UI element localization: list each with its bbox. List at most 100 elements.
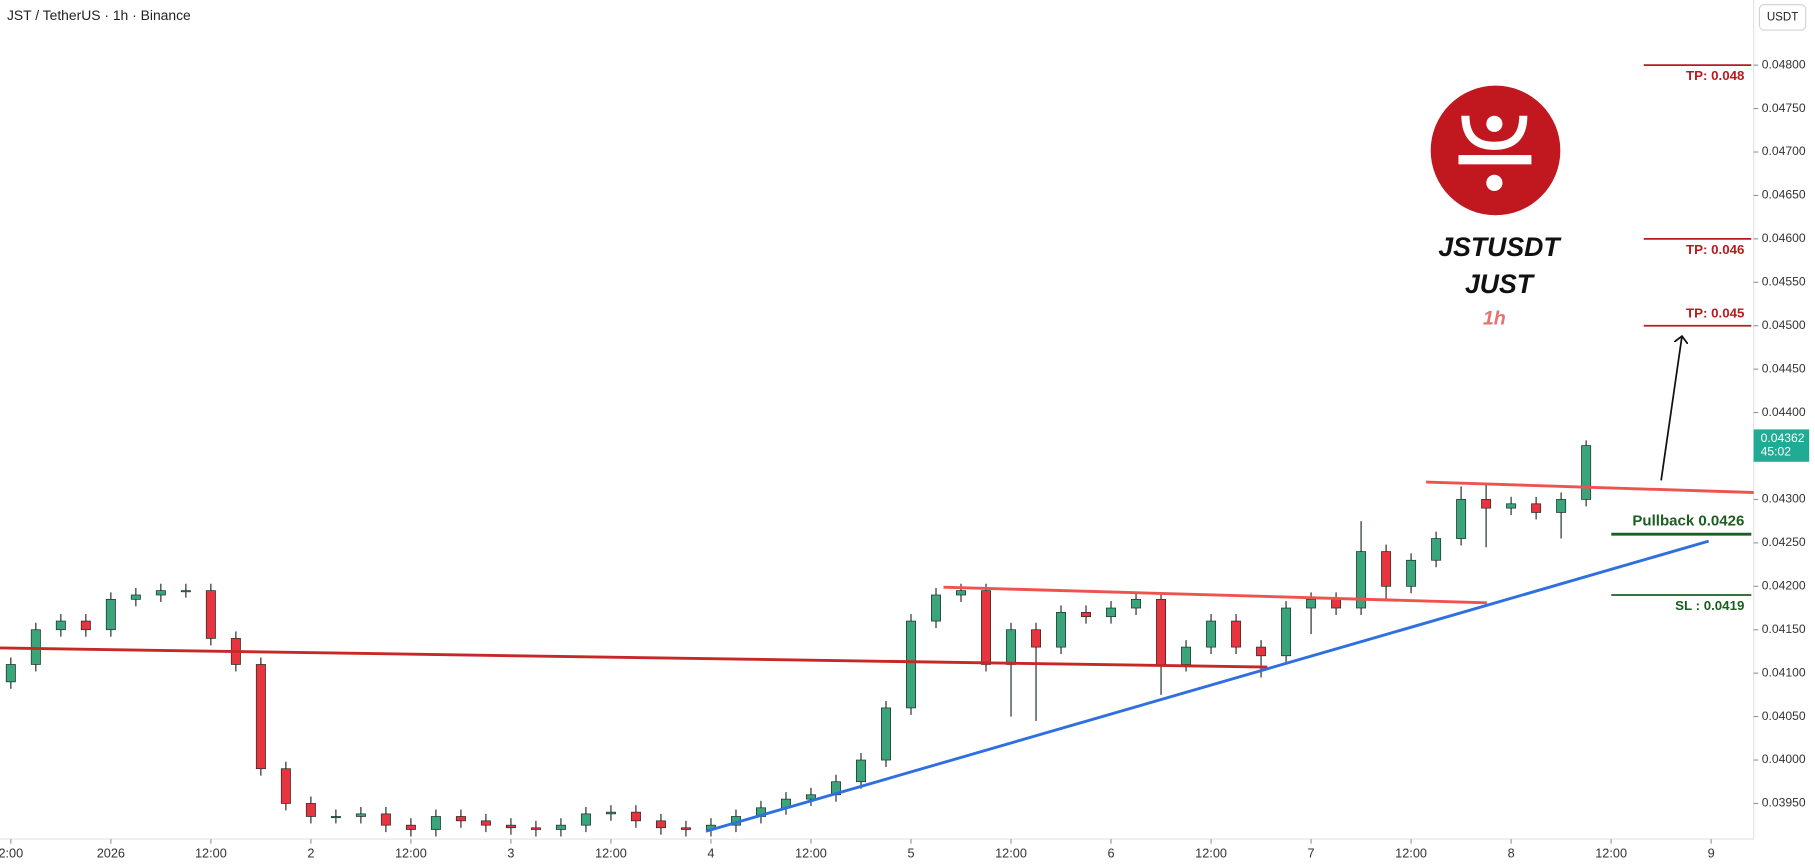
x-tick-label: 12:00 [1595,845,1627,860]
symbol-title: JST / TetherUS · 1h · Binance [7,7,191,23]
candle-body [1381,551,1392,587]
candle-body [305,803,316,817]
candle-body [1081,612,1092,618]
candle-body [1156,598,1167,665]
candle-body [55,620,66,631]
trend-line [0,646,1268,669]
candle-body [105,598,116,631]
y-tick-label: 0.04650 [1762,188,1806,202]
candle-body [1131,598,1142,609]
x-tick-label: 2026 [97,845,125,860]
logo [1430,85,1561,216]
trend-line [1426,480,1754,494]
candle-body [680,827,691,830]
x-tick-label: 4 [707,845,714,860]
x-tick-label: 7 [1308,845,1315,860]
currency-button-label[interactable]: USDT [1767,11,1798,23]
candle-body [355,813,366,817]
x-tick-label: 2:00 [0,845,23,860]
x-tick-label: 9 [1708,845,1715,860]
x-tick-label: 12:00 [1395,845,1427,860]
candle-body [1356,551,1367,609]
candle-body [1481,499,1492,509]
candle-body [1106,607,1117,618]
candle-body [630,811,641,822]
y-tick-label: 0.04400 [1762,405,1806,419]
y-tick-label: 0.04000 [1762,752,1806,766]
badge-symbol: JSTUSDT [1438,232,1562,262]
y-tick-label: 0.04100 [1762,665,1806,679]
candle-body [330,816,341,818]
y-tick-label: 0.04600 [1762,231,1806,245]
candle-body [956,590,966,596]
x-tick-label: 12:00 [995,845,1027,860]
x-tick-label: 12:00 [795,845,827,860]
y-tick-label: 0.04750 [1762,101,1806,115]
candle-body [380,813,391,826]
trend-line [1660,336,1682,481]
candle-body [931,594,941,622]
x-tick-label: 3 [507,845,514,860]
candle-body [1581,445,1592,500]
candle-body [906,620,916,709]
x-tick-label: 12:00 [395,845,427,860]
candle-body [1256,646,1267,657]
candle-body [480,820,491,826]
badge-interval: 1h [1483,308,1506,330]
y-tick-label: 0.04250 [1762,535,1806,549]
countdown-label: 45:02 [1761,445,1792,459]
logo-bar [1458,155,1532,165]
x-tick-label: 5 [907,845,914,860]
candle-body [806,794,816,800]
logo-circle [1430,85,1561,216]
y-tick-label: 0.04050 [1762,709,1806,723]
candle-body [1056,612,1067,648]
candle-body [530,827,541,830]
last-price-label: 0.04362 [1761,431,1805,445]
candle-body [505,824,516,829]
candle-body [405,824,416,830]
y-tick-label: 0.04550 [1762,274,1806,288]
candle-body [1181,646,1192,665]
candle-body [1506,503,1517,509]
candle-body [1231,620,1242,648]
level-label: TP: 0.046 [1686,242,1744,257]
candle-body [605,811,616,815]
y-tick-label: 0.04800 [1762,57,1806,71]
candle-body [580,813,591,826]
level-label: Pullback 0.0426 [1632,512,1744,529]
x-tick-label: 2 [307,845,314,860]
candle-body [1006,629,1016,665]
candle-body [80,620,91,631]
currency-button[interactable] [1758,4,1807,31]
y-tick-label: 0.04300 [1762,492,1806,506]
candle-body [1556,499,1567,513]
candle-body [1306,598,1317,609]
candle-body [555,824,566,830]
level-label: TP: 0.048 [1686,68,1744,83]
x-tick-label: 8 [1508,845,1515,860]
x-tick-label: 12:00 [1195,845,1227,860]
candle-body [1456,499,1467,539]
candle-body [180,590,191,593]
candle-body [255,664,266,770]
y-tick-label: 0.04500 [1762,318,1806,332]
level-label: TP: 0.045 [1686,306,1745,321]
candle-body [455,816,466,822]
candle-body [1281,607,1292,657]
y-tick-label: 0.04200 [1762,579,1806,593]
candle-body [205,590,216,639]
y-tick-label: 0.04700 [1762,144,1806,158]
y-tick-label: 0.03950 [1762,796,1806,810]
trend-line [705,539,1710,833]
logo-arc [1461,115,1528,150]
trend-line [943,585,1487,605]
candle-body [5,664,16,683]
candle-body [1406,559,1417,587]
candle-body [155,590,166,596]
candle-body [1331,598,1342,609]
candle-body [655,820,666,829]
x-tick-label: 12:00 [595,845,627,860]
candle-body [1531,503,1542,513]
